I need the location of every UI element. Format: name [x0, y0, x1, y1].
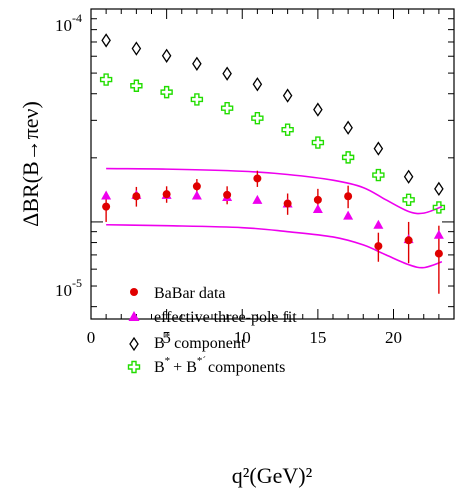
- babar-data-point: [132, 192, 141, 201]
- bstar-sum-point: [130, 79, 143, 92]
- bstar-component-point: [131, 41, 142, 56]
- fit-point: [101, 190, 112, 200]
- bstar-sum-point: [402, 193, 415, 207]
- minor-ticks: [91, 9, 455, 319]
- fit-point: [343, 210, 354, 220]
- bstar-component-point: [373, 141, 384, 156]
- bstar-component-point: [192, 56, 202, 71]
- x-tick-label: 10: [234, 328, 251, 347]
- babar-data-point: [344, 192, 353, 201]
- fit-point: [252, 194, 263, 204]
- x-tick-label: 15: [309, 328, 326, 347]
- fit-point: [191, 190, 202, 200]
- bstar-sum-point: [251, 111, 264, 125]
- bstar-sum-point: [311, 136, 325, 149]
- fit-point: [312, 203, 323, 213]
- bstar-sum-point: [281, 123, 294, 136]
- y-tick-label-top: 10-4: [55, 11, 82, 35]
- legend-marker-babar: [130, 288, 138, 296]
- fit-band-lines: [106, 167, 443, 269]
- bstar-component-point: [343, 120, 353, 135]
- x-tick-label: 0: [87, 328, 96, 347]
- bstar-component-point: [222, 66, 232, 81]
- legend-marker-bstar-sum: [127, 360, 141, 374]
- error-bars: [105, 170, 440, 294]
- legend-marker-fit: [128, 311, 140, 321]
- babar-data-point: [253, 174, 262, 183]
- bstar-sum-point: [432, 201, 446, 214]
- bstar-component-point: [252, 77, 263, 92]
- babar-data-point: [374, 242, 383, 251]
- babar-data-point: [313, 195, 322, 204]
- babar-data-point: [192, 182, 201, 191]
- bstar-sum-point: [341, 151, 355, 164]
- x-tick-label: 20: [385, 328, 402, 347]
- babar-data-point: [434, 249, 443, 258]
- legend-label-bstar-sum: B* + B*´ components: [154, 355, 285, 376]
- legend-marker-bstar: [129, 336, 139, 352]
- fit-band-upper-line: [106, 167, 443, 215]
- bstar-component-point: [403, 169, 414, 184]
- babar-data-point: [102, 202, 111, 211]
- fit-band-lower-line: [106, 223, 443, 269]
- bstar-component-point: [313, 102, 323, 117]
- bstar-sum-point: [99, 73, 113, 86]
- legend-cross-shape: [127, 360, 141, 374]
- data-markers: [99, 33, 446, 258]
- plot-frame: [90, 8, 455, 320]
- major-ticks: [90, 8, 454, 319]
- x-axis-label: q²(GeV)²: [232, 463, 313, 488]
- bstar-component-point: [161, 48, 172, 63]
- bstar-component-point: [282, 88, 293, 103]
- babar-data-point: [404, 236, 413, 245]
- babar-data-point: [223, 190, 232, 199]
- bstar-sum-point: [372, 168, 385, 182]
- legend-label-babar: BaBar data: [154, 285, 226, 302]
- legend-label-bstar: B* component: [154, 331, 246, 352]
- babar-data-point: [162, 190, 171, 199]
- y-axis-label: ΔBR(B→πeν): [18, 101, 43, 227]
- bstar-sum-point: [220, 102, 234, 115]
- x-tick-labels: 0 5 10 15 20: [87, 328, 402, 347]
- bstar-component-point: [434, 181, 444, 197]
- legend-label-fit: effective three-pole fit: [154, 309, 297, 326]
- legend: BaBar data effective three-pole fit B* c…: [127, 285, 297, 376]
- y-tick-label-bottom: 10-5: [55, 276, 82, 300]
- bstar-component-point: [101, 33, 111, 48]
- bstar-sum-point: [160, 85, 173, 99]
- babar-data-point: [283, 199, 292, 208]
- fit-point: [433, 229, 444, 239]
- x-tick-label: 5: [162, 328, 171, 347]
- fit-point: [373, 219, 384, 229]
- bstar-sum-point: [190, 93, 204, 106]
